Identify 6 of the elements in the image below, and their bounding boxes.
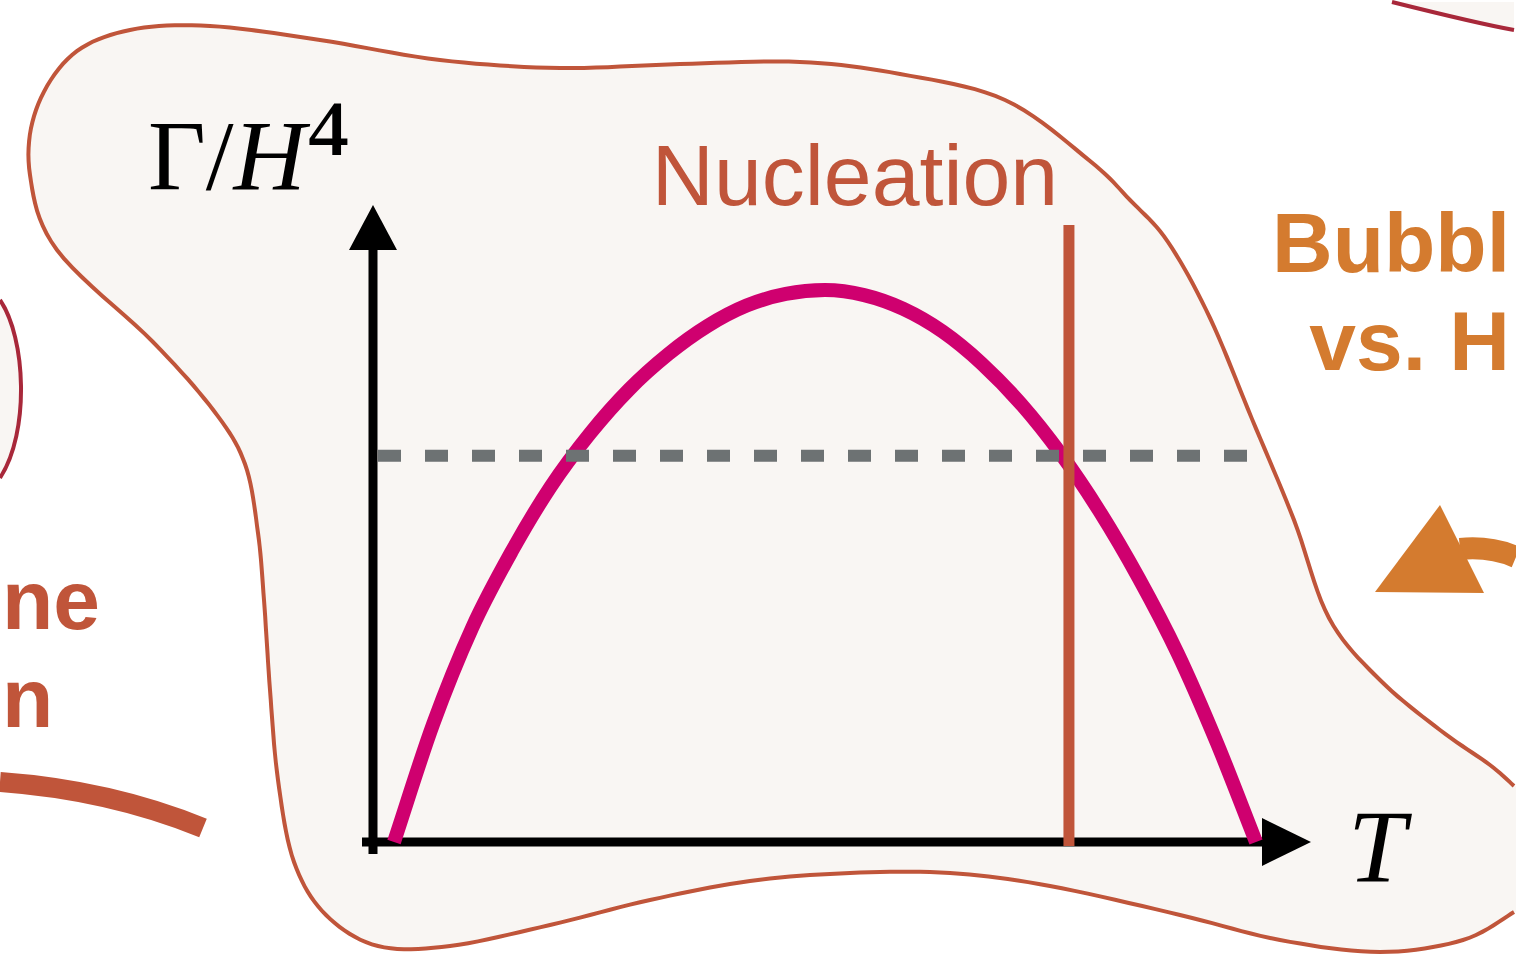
text: vs. H — [1309, 293, 1510, 388]
text: ne — [2, 552, 101, 647]
chart-title: Nucleation — [651, 127, 1059, 224]
text: n — [2, 650, 54, 745]
text: Bubbl — [1272, 195, 1510, 290]
y-axis-title: Γ/H⁴ — [148, 73, 352, 218]
